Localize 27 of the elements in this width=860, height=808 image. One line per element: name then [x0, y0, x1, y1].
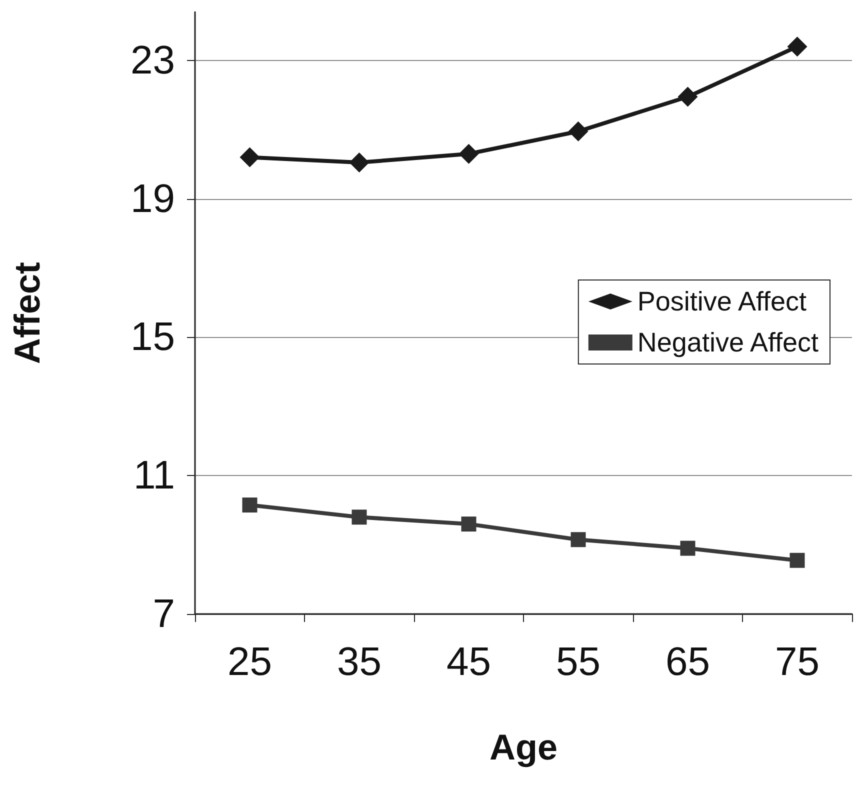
point	[458, 144, 479, 164]
x-tick-label: 75	[775, 640, 820, 684]
point	[680, 540, 696, 556]
x-tick-label: 65	[666, 640, 710, 684]
y-tick-label: 15	[130, 315, 175, 360]
point	[242, 498, 258, 513]
point	[349, 152, 370, 172]
x-tick-label: 35	[337, 640, 382, 684]
y-axis-title: Affect	[6, 262, 48, 364]
y-tick-label: 7	[152, 592, 175, 636]
point	[240, 147, 260, 168]
point	[461, 516, 476, 532]
x-tick-label: 55	[556, 640, 600, 684]
y-tick-label: 19	[130, 176, 175, 221]
point	[787, 36, 808, 57]
point	[678, 86, 698, 107]
point	[352, 510, 367, 525]
point	[790, 552, 805, 568]
point	[568, 121, 588, 142]
legend-label: Negative Affect	[637, 328, 820, 358]
y-tick-label: 11	[133, 454, 175, 498]
x-axis-title: Age	[489, 726, 558, 768]
x-tick-label: 45	[446, 640, 491, 684]
point	[570, 532, 586, 548]
y-tick-label: 23	[130, 38, 175, 82]
x-tick-label: 25	[228, 640, 272, 684]
legend-label: Positive Affect	[637, 286, 807, 316]
